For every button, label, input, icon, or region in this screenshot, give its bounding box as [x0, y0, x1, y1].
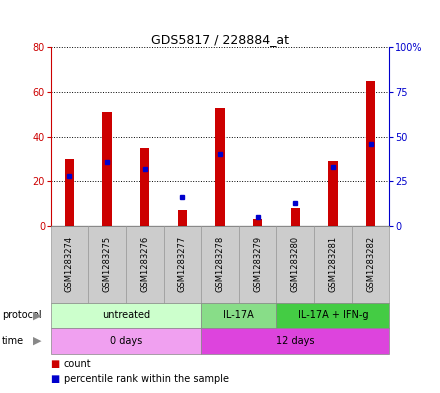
Bar — [276, 226, 314, 303]
Text: GSM1283277: GSM1283277 — [178, 236, 187, 292]
Bar — [328, 161, 337, 226]
Bar — [290, 208, 300, 226]
Text: GSM1283278: GSM1283278 — [216, 236, 224, 292]
Text: GSM1283279: GSM1283279 — [253, 236, 262, 292]
Text: time: time — [2, 336, 24, 346]
Text: count: count — [64, 358, 92, 369]
Bar — [215, 108, 225, 226]
Text: ▶: ▶ — [33, 336, 42, 346]
Text: GSM1283281: GSM1283281 — [328, 236, 337, 292]
Bar — [314, 226, 352, 303]
Text: 0 days: 0 days — [110, 336, 142, 346]
Bar — [276, 303, 389, 328]
Text: IL-17A: IL-17A — [224, 310, 254, 320]
Text: 12 days: 12 days — [276, 336, 315, 346]
Title: GDS5817 / 228884_at: GDS5817 / 228884_at — [151, 33, 289, 46]
Bar — [164, 226, 201, 303]
Text: GSM1283282: GSM1283282 — [366, 236, 375, 292]
Bar — [51, 328, 201, 354]
Text: IL-17A + IFN-g: IL-17A + IFN-g — [298, 310, 368, 320]
Bar — [126, 226, 164, 303]
Text: GSM1283276: GSM1283276 — [140, 236, 149, 292]
Text: protocol: protocol — [2, 310, 42, 320]
Bar — [201, 303, 276, 328]
Bar — [65, 159, 74, 226]
Text: ■: ■ — [51, 358, 60, 369]
Bar — [88, 226, 126, 303]
Text: ■: ■ — [51, 374, 60, 384]
Text: untreated: untreated — [102, 310, 150, 320]
Bar — [239, 226, 276, 303]
Bar — [51, 303, 201, 328]
Bar — [366, 81, 375, 226]
Bar — [103, 112, 112, 226]
Text: GSM1283274: GSM1283274 — [65, 236, 74, 292]
Text: ▶: ▶ — [33, 310, 42, 320]
Bar — [140, 148, 150, 226]
Bar — [352, 226, 389, 303]
Bar — [253, 219, 262, 226]
Bar — [51, 226, 88, 303]
Text: GSM1283275: GSM1283275 — [103, 236, 112, 292]
Bar — [178, 210, 187, 226]
Text: GSM1283280: GSM1283280 — [291, 236, 300, 292]
Bar — [201, 328, 389, 354]
Text: percentile rank within the sample: percentile rank within the sample — [64, 374, 229, 384]
Bar — [201, 226, 239, 303]
